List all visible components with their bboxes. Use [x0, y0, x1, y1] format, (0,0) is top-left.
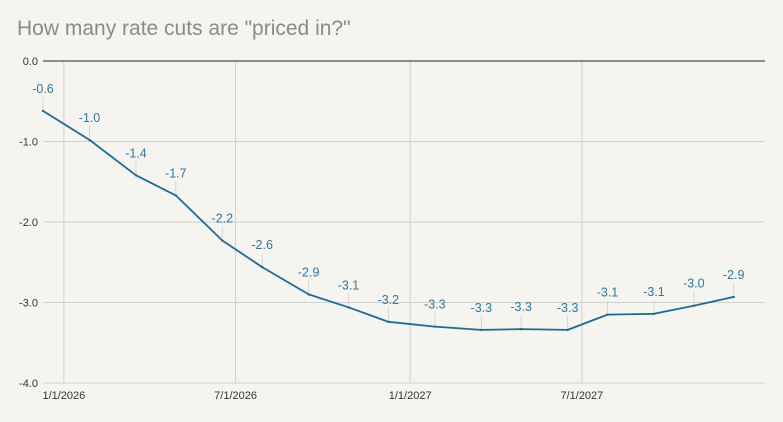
- data-label: -3.3: [557, 301, 579, 315]
- y-tick-label: -1.0: [19, 137, 38, 149]
- data-point: [480, 328, 483, 332]
- chart-title: How many rate cuts are "priced in?": [17, 17, 351, 40]
- data-point: [566, 328, 569, 332]
- data-point: [260, 265, 264, 269]
- x-tick-label: 1/1/2026: [42, 390, 85, 402]
- data-label: -3.2: [378, 293, 400, 307]
- data-label: -1.4: [125, 146, 147, 160]
- data-point: [606, 313, 609, 316]
- data-label: -3.1: [597, 286, 619, 300]
- data-label: -3.3: [471, 301, 493, 315]
- data-point: [174, 194, 178, 197]
- data-point: [732, 295, 735, 299]
- data-point: [221, 239, 224, 242]
- data-label-layer: -0.6 -1.0 -1.4 -1.7 -2.2 -2.6 -2.9 -3.1 -3.2 -3.3…: [32, 82, 745, 328]
- data-label: -3.3: [424, 298, 446, 312]
- data-point: [88, 138, 91, 142]
- data-point: [347, 306, 350, 309]
- x-tick-label: 7/1/2026: [214, 390, 257, 402]
- data-label: -2.9: [298, 265, 320, 279]
- y-tick-label: 0.0: [23, 56, 38, 68]
- data-point: [519, 327, 523, 331]
- x-tick-label: 7/1/2027: [560, 390, 603, 402]
- y-tick-label: -4.0: [19, 378, 38, 390]
- y-tick-label: -3.0: [19, 298, 38, 310]
- data-point: [652, 312, 656, 315]
- axis-layer: 0.0 -1.0 -2.0 -3.0 -4.0 1/1/2026 7/1/2026 1/1/2…: [19, 56, 765, 402]
- data-label: -3.3: [510, 300, 532, 314]
- series-layer: [41, 109, 735, 332]
- data-label: -3.0: [683, 277, 705, 291]
- data-point: [433, 325, 437, 328]
- data-label: -1.7: [165, 166, 187, 180]
- data-point: [692, 304, 696, 307]
- data-label: -3.1: [338, 278, 360, 292]
- data-label: -3.1: [643, 285, 665, 299]
- data-point: [134, 174, 138, 177]
- data-point: [41, 109, 45, 113]
- data-label: -2.2: [212, 212, 234, 226]
- data-label: -2.6: [251, 238, 273, 252]
- data-label: -0.6: [32, 82, 54, 96]
- data-label: -2.9: [723, 268, 745, 282]
- data-label: -1.0: [79, 111, 101, 125]
- y-tick-label: -2.0: [19, 217, 38, 229]
- x-tick-label: 1/1/2027: [389, 390, 432, 402]
- grid-layer: [43, 61, 765, 384]
- data-point: [307, 293, 310, 296]
- data-point: [387, 320, 390, 324]
